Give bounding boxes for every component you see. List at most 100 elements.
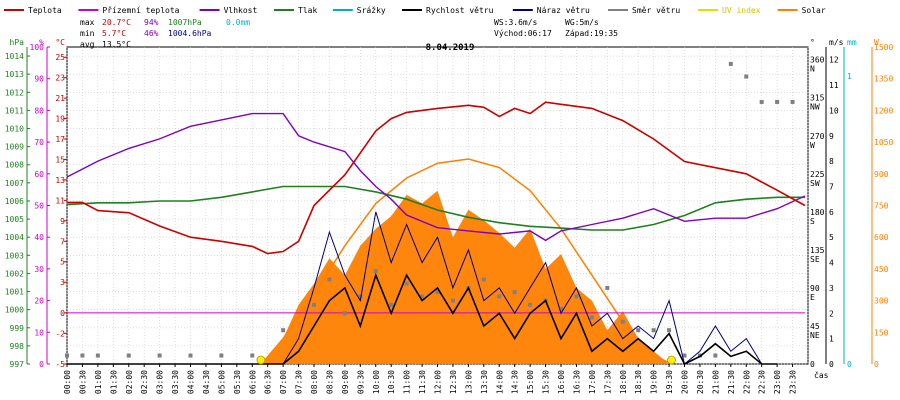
x-tick-label: 16:30 <box>572 370 581 394</box>
x-tick-label: 22:00 <box>742 370 751 394</box>
x-tick-label: 23:30 <box>789 370 798 394</box>
x-tick-label: 16:00 <box>557 370 566 394</box>
temperature-axis-tick: 15 <box>55 155 65 164</box>
legend-label: Náraz větru <box>537 6 590 15</box>
direction-axis-tick: 180 <box>810 208 825 217</box>
direction-axis-tick: 0 <box>810 360 815 369</box>
direction-axis-tick-dir: NW <box>810 103 820 112</box>
pressure-axis-tick: 1011 <box>5 106 24 115</box>
humidity-axis-tick: 50 <box>34 202 44 211</box>
wind-direction-point <box>281 328 286 333</box>
wind-direction-point <box>713 353 718 358</box>
x-tick-label: 02:00 <box>125 370 134 394</box>
temperature-axis-tick: 0 <box>60 309 65 318</box>
direction-axis-tick-dir: E <box>810 293 815 302</box>
wind-axis-tick: 10 <box>829 106 839 115</box>
solar-axis-tick: 900 <box>874 170 889 179</box>
wind-direction-point <box>126 353 131 358</box>
temperature-axis-tick: -5 <box>55 360 65 369</box>
temperature-axis-tick: -2 <box>55 329 65 338</box>
pressure-axis-tick: 999 <box>10 324 25 333</box>
x-tick-label: 12:30 <box>449 370 458 394</box>
direction-axis-tick: 315 <box>810 94 825 103</box>
wind-direction-point <box>744 74 749 79</box>
legend-label: Teplota <box>28 6 62 15</box>
x-tick-label: 12:00 <box>434 370 443 394</box>
wind-axis-tick: 11 <box>829 81 839 90</box>
stat-max-press: 1007hPa <box>168 18 202 27</box>
direction-axis-tick: 90 <box>810 284 820 293</box>
sunset-marker <box>667 355 676 365</box>
direction-axis-tick: 360 <box>810 56 825 65</box>
legend-label: Směr větru <box>632 6 680 15</box>
temperature-axis-tick: 19 <box>55 115 65 124</box>
humidity-axis-tick: 70 <box>34 138 44 147</box>
wind-direction-point <box>759 99 764 104</box>
temperature-axis-tick: 17 <box>55 135 65 144</box>
solar-axis-tick: 750 <box>874 202 889 211</box>
stat-min-press: 1004.6hPa <box>168 29 212 38</box>
wind-axis-tick: 1 <box>829 335 834 344</box>
x-tick-label: 13:30 <box>480 370 489 394</box>
x-tick-label: 18:30 <box>634 370 643 394</box>
wind-direction-point <box>373 269 378 274</box>
x-tick-label: 22:30 <box>758 370 767 394</box>
wind-axis-tick: 5 <box>829 233 834 242</box>
solar-axis-tick: 300 <box>874 297 889 306</box>
stat-min-temp: 5.7°C <box>102 29 126 38</box>
rain-axis-tick: 0 <box>847 360 852 369</box>
solar-axis-tick: 1350 <box>874 75 893 84</box>
x-tick-label: 03:00 <box>156 370 165 394</box>
solar-theoretical-line <box>260 158 673 365</box>
wind-direction-point <box>667 328 672 333</box>
humidity-axis-tick: 30 <box>34 265 44 274</box>
wind-direction-point <box>605 285 610 290</box>
pressure-axis-tick: 1007 <box>5 179 24 188</box>
wind-axis-tick: 0 <box>829 360 834 369</box>
x-tick-label: 08:30 <box>325 370 334 394</box>
pressure-axis-tick: 1005 <box>5 215 24 224</box>
x-tick-label: 21:00 <box>711 370 720 394</box>
x-tick-label: 02:30 <box>140 370 149 394</box>
solar-axis-tick: 150 <box>874 328 889 337</box>
x-tick-label: 14:30 <box>511 370 520 394</box>
wind-direction-point <box>775 99 780 104</box>
pressure-axis-tick: 997 <box>10 360 25 369</box>
wind-axis-unit: m/s <box>829 38 844 47</box>
wind-direction-point <box>389 302 394 307</box>
legend-label: UV index <box>722 6 761 15</box>
sunrise-marker <box>256 355 266 365</box>
temperature-axis-tick: 23 <box>55 74 65 83</box>
temperature-axis-tick: 11 <box>55 196 65 205</box>
humidity-axis-tick: 10 <box>34 328 44 337</box>
wind-direction-point <box>219 353 224 358</box>
x-tick-label: 15:30 <box>542 370 551 394</box>
x-tick-label: 07:30 <box>295 370 304 394</box>
x-tick-label: 14:00 <box>495 370 504 394</box>
solar-area <box>261 190 670 364</box>
humidity-axis-tick: 100 <box>30 43 45 52</box>
direction-axis-tick: 225 <box>810 170 825 179</box>
wind-axis-tick: 12 <box>829 56 839 65</box>
direction-axis-tick-dir: NE <box>810 331 820 340</box>
direction-axis-unit: ° <box>810 38 815 47</box>
legend-label: Vlhkost <box>224 6 258 15</box>
pressure-axis-tick: 1004 <box>5 233 24 242</box>
direction-axis-tick-dir: N <box>810 65 815 74</box>
wind-direction-point <box>497 294 502 299</box>
solar-axis-tick: 1050 <box>874 138 893 147</box>
wind-speed-line <box>67 272 778 366</box>
humidity-axis-tick: 60 <box>34 170 44 179</box>
x-tick-label: 15:00 <box>526 370 535 394</box>
direction-axis-tick-dir: S <box>810 217 815 226</box>
x-tick-label: 01:00 <box>94 370 103 394</box>
wind-direction-point <box>65 353 69 358</box>
x-tick-label: 17:00 <box>588 370 597 394</box>
wind-direction-point <box>95 353 100 358</box>
pressure-line <box>66 185 805 231</box>
direction-axis-tick-dir: W <box>810 141 815 150</box>
pressure-axis-tick: 1006 <box>5 197 24 206</box>
temperature-axis-tick: 13 <box>55 176 65 185</box>
